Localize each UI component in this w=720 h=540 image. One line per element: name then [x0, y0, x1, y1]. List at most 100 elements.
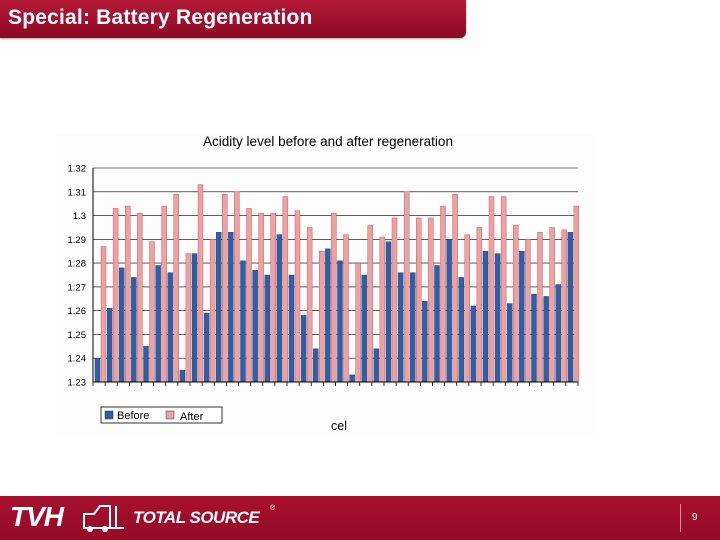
bar-before: [106, 308, 113, 383]
bar-after: [294, 210, 301, 383]
bar-after: [125, 205, 131, 383]
bar-after: [173, 193, 179, 383]
y-tick-label: 1.29: [68, 235, 87, 246]
legend-label-after: After: [180, 411, 204, 423]
bar-before: [300, 315, 307, 383]
tvh-logo: TVH: [10, 501, 64, 532]
bar-before: [155, 265, 161, 383]
bar-before: [470, 305, 477, 383]
bar-before: [131, 277, 137, 383]
slide-title-bar: Special: Battery Regeneration: [0, 0, 466, 38]
bar-after: [513, 224, 519, 383]
bar-after: [209, 239, 216, 383]
bar-before: [337, 260, 343, 383]
bar-before: [288, 274, 295, 383]
bar-before: [349, 374, 355, 383]
bar-before: [228, 231, 234, 383]
bar-before: [543, 296, 549, 383]
bar-before: [252, 270, 258, 383]
y-tick-label: 1.26: [68, 306, 87, 317]
bar-after: [343, 234, 349, 383]
chart-title: Acidity level before and after regenerat…: [203, 134, 453, 149]
bar-after: [331, 212, 337, 383]
chart-legend: Before After: [100, 406, 223, 424]
legend-swatch-before: [104, 410, 114, 420]
bar-after: [112, 208, 119, 383]
x-axis-label: cel: [331, 419, 347, 433]
bar-before: [240, 260, 246, 383]
bar-before: [325, 248, 331, 383]
bar-after: [282, 196, 289, 383]
bar-after: [137, 212, 143, 383]
bar-before: [494, 253, 501, 383]
bar-after: [500, 196, 507, 383]
bar-before: [191, 253, 198, 383]
bar-after: [561, 229, 567, 383]
chart-axes: [92, 168, 579, 386]
y-tick-label: 1.25: [68, 330, 87, 341]
bar-after: [549, 227, 555, 383]
registered-mark: ®: [270, 505, 276, 512]
bar-before: [458, 277, 464, 383]
bar-after: [537, 231, 543, 383]
total-source-logo: TOTAL SOURCE: [133, 508, 260, 527]
page-number: 9: [692, 512, 698, 523]
bar-after: [464, 234, 470, 383]
slide-title: Special: Battery Regeneration: [8, 6, 313, 29]
bar-before: [361, 274, 367, 383]
legend-frame: [100, 406, 223, 424]
bar-before: [422, 300, 428, 383]
y-tick-label: 1.3: [73, 211, 86, 222]
y-tick-label: 1.31: [68, 187, 87, 198]
bar-after: [197, 184, 204, 383]
bar-after: [403, 191, 410, 383]
bar-after: [319, 251, 325, 383]
bar-after: [488, 196, 495, 383]
bar-before: [507, 303, 513, 383]
bar-before: [216, 231, 222, 383]
y-tick-label: 1.24: [68, 354, 87, 365]
bar-after: [270, 212, 276, 383]
bar-before: [531, 293, 537, 383]
bar-before: [385, 241, 392, 383]
bar-before: [397, 272, 404, 383]
bar-before: [203, 312, 210, 383]
y-tick-label: 1.23: [68, 378, 87, 389]
bar-before: [519, 251, 525, 383]
bar-after: [222, 193, 228, 383]
bar-after: [367, 224, 373, 383]
bar-after: [306, 227, 313, 383]
bar-after: [258, 212, 264, 383]
bar-before: [482, 251, 489, 383]
footer-bar: TVH TOTAL SOURCE ® 9: [0, 496, 720, 540]
bar-after: [100, 246, 107, 383]
bar-before: [179, 369, 186, 383]
bar-after: [525, 239, 531, 383]
bar-before: [446, 239, 452, 383]
y-tick-label: 1.27: [68, 282, 87, 293]
bar-before: [276, 234, 283, 383]
bar-after: [234, 191, 240, 383]
bar-before: [555, 284, 561, 383]
legend-label-before: Before: [117, 410, 149, 422]
bar-after: [246, 208, 252, 383]
chart-bars: [94, 184, 580, 383]
bar-before: [94, 358, 101, 383]
legend-swatch-after: [165, 410, 175, 420]
bar-after: [428, 217, 434, 383]
footer-divider: [680, 504, 681, 532]
bar-before: [567, 231, 574, 383]
y-tick-label: 1.28: [68, 259, 87, 270]
bar-after: [185, 253, 192, 383]
bar-after: [452, 193, 458, 383]
bar-after: [476, 227, 483, 383]
y-axis-ticks: 1.32 1.31 1.3 1.29 1.28 1.27 1.26 1.25 1.24 1.23: [68, 164, 87, 389]
bar-before: [143, 346, 149, 383]
bar-before: [410, 272, 416, 383]
bar-after: [355, 262, 361, 383]
bar-before: [373, 348, 380, 383]
bar-before: [434, 265, 440, 383]
bar-before: [119, 267, 125, 383]
bar-after: [161, 205, 167, 383]
